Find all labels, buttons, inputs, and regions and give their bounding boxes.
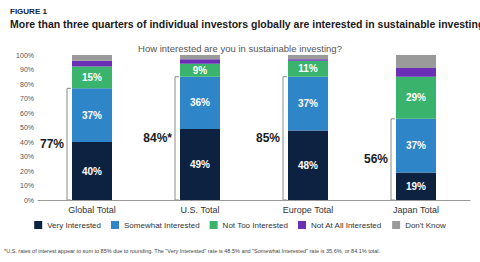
svg-text:Global Total: Global Total (68, 205, 115, 215)
svg-text:85%: 85% (256, 131, 280, 145)
svg-text:40%: 40% (82, 166, 102, 177)
svg-text:84%*: 84%* (143, 131, 172, 145)
svg-text:19%: 19% (406, 181, 426, 192)
svg-text:Not At All Interested: Not At All Interested (311, 221, 381, 230)
svg-text:0%: 0% (24, 197, 34, 204)
svg-text:Not Too Interested: Not Too Interested (223, 221, 288, 230)
svg-text:*U.S. rates of interest appear: *U.S. rates of interest appear to sum to… (4, 248, 381, 254)
svg-text:37%: 37% (82, 110, 102, 121)
svg-text:15%: 15% (82, 72, 102, 83)
svg-text:10%: 10% (20, 182, 34, 189)
svg-text:60%: 60% (20, 110, 34, 117)
svg-text:40%: 40% (20, 139, 34, 146)
svg-text:Europe Total: Europe Total (283, 205, 333, 215)
svg-text:How interested are you in sust: How interested are you in sustainable in… (138, 43, 342, 54)
svg-text:29%: 29% (406, 92, 426, 103)
svg-text:48%: 48% (298, 160, 318, 171)
svg-text:49%: 49% (190, 159, 210, 170)
svg-text:9%: 9% (193, 65, 208, 76)
svg-text:U.S. Total: U.S. Total (181, 205, 220, 215)
svg-text:70%: 70% (20, 95, 34, 102)
svg-text:FIGURE 1: FIGURE 1 (10, 7, 47, 16)
svg-text:Very Interested: Very Interested (47, 221, 101, 230)
svg-text:20%: 20% (20, 168, 34, 175)
svg-text:36%: 36% (190, 97, 210, 108)
svg-text:50%: 50% (20, 124, 34, 131)
svg-text:Somewhat Interested: Somewhat Interested (124, 221, 200, 230)
svg-text:56%: 56% (364, 152, 388, 166)
svg-text:100%: 100% (16, 52, 34, 59)
svg-text:30%: 30% (20, 153, 34, 160)
svg-text:37%: 37% (406, 140, 426, 151)
svg-text:Japan Total: Japan Total (393, 205, 439, 215)
svg-text:80%: 80% (20, 81, 34, 88)
svg-text:77%: 77% (40, 137, 64, 151)
svg-text:37%: 37% (298, 98, 318, 109)
svg-text:Don't Know: Don't Know (405, 221, 446, 230)
svg-text:More than three quarters of in: More than three quarters of individual i… (10, 18, 480, 30)
svg-text:90%: 90% (20, 66, 34, 73)
svg-text:11%: 11% (298, 63, 318, 74)
